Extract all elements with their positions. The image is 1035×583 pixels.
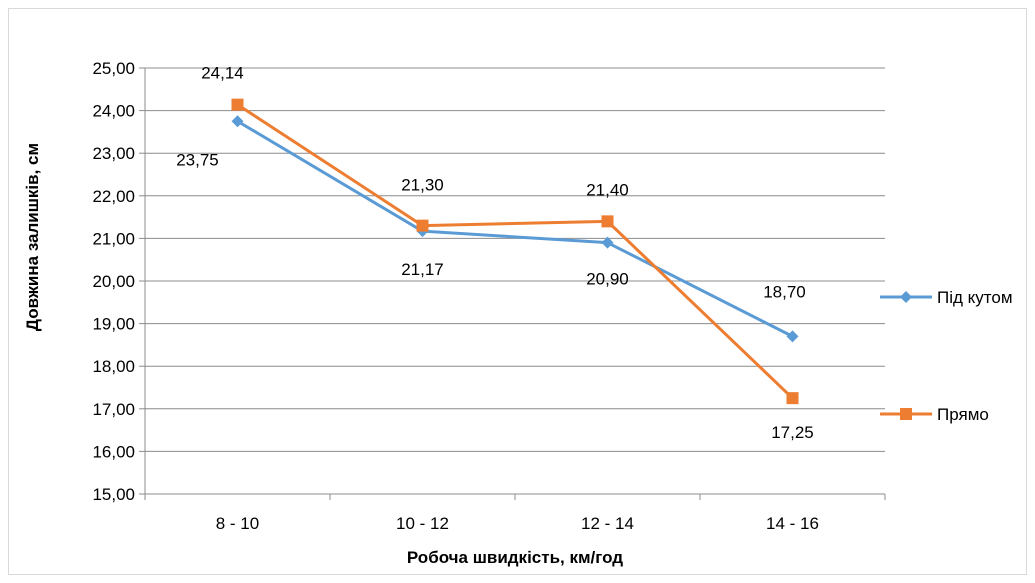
diamond-point — [601, 236, 614, 249]
data-label: 21,40 — [586, 180, 629, 199]
y-tick-label: 20,00 — [92, 272, 135, 291]
legend-label: Під кутом — [937, 288, 1013, 307]
chart-frame — [8, 8, 1027, 575]
y-axis-title: Довжина залишків, см — [23, 143, 42, 331]
axes: 15,00 16,00 17,00 18,00 19,00 20,00 21,00 22,00… — [92, 59, 886, 533]
diamond-point — [786, 330, 799, 343]
data-label: 23,75 — [176, 150, 219, 169]
square-point — [601, 215, 614, 228]
x-axis-title: Робоча швидкість, км/год — [407, 548, 623, 567]
legend-label: Прямо — [937, 405, 989, 424]
data-label: 21,17 — [401, 260, 444, 279]
data-labels: 23,75 21,17 20,90 18,70 24,14 21,30 21,40 17,25 — [176, 64, 814, 443]
series-line-2 — [236, 103, 794, 400]
y-tick-label: 16,00 — [92, 442, 135, 461]
legend-diamond-marker — [900, 291, 912, 303]
y-tick-label: 18,00 — [92, 357, 135, 376]
legend-square-marker — [900, 408, 912, 420]
y-tick-label: 19,00 — [92, 315, 135, 334]
data-label: 24,14 — [201, 64, 244, 83]
x-tick-label: 14 - 16 — [766, 514, 819, 533]
y-tick-label: 21,00 — [92, 229, 135, 248]
x-tick-label: 10 - 12 — [396, 514, 449, 533]
square-point — [786, 392, 799, 405]
y-tick-label: 23,00 — [92, 144, 135, 163]
square-point — [416, 219, 429, 232]
data-label: 17,25 — [771, 423, 814, 442]
x-tick-label: 12 - 14 — [581, 514, 634, 533]
diamond-point — [231, 115, 244, 128]
y-tick-label: 17,00 — [92, 400, 135, 419]
y-tick-label: 24,00 — [92, 102, 135, 121]
square-point — [231, 98, 244, 111]
series-line-1 — [236, 119, 794, 338]
y-tick-label: 15,00 — [92, 485, 135, 504]
y-tick-label: 25,00 — [92, 59, 135, 78]
data-label: 21,30 — [401, 176, 444, 195]
x-tick-label: 8 - 10 — [216, 514, 259, 533]
y-tick-label: 22,00 — [92, 187, 135, 206]
series-layer — [231, 98, 799, 405]
legend: Під кутом Прямо — [880, 288, 1013, 424]
gridlines — [145, 67, 885, 495]
data-label: 20,90 — [586, 270, 629, 289]
data-label: 18,70 — [763, 282, 806, 301]
